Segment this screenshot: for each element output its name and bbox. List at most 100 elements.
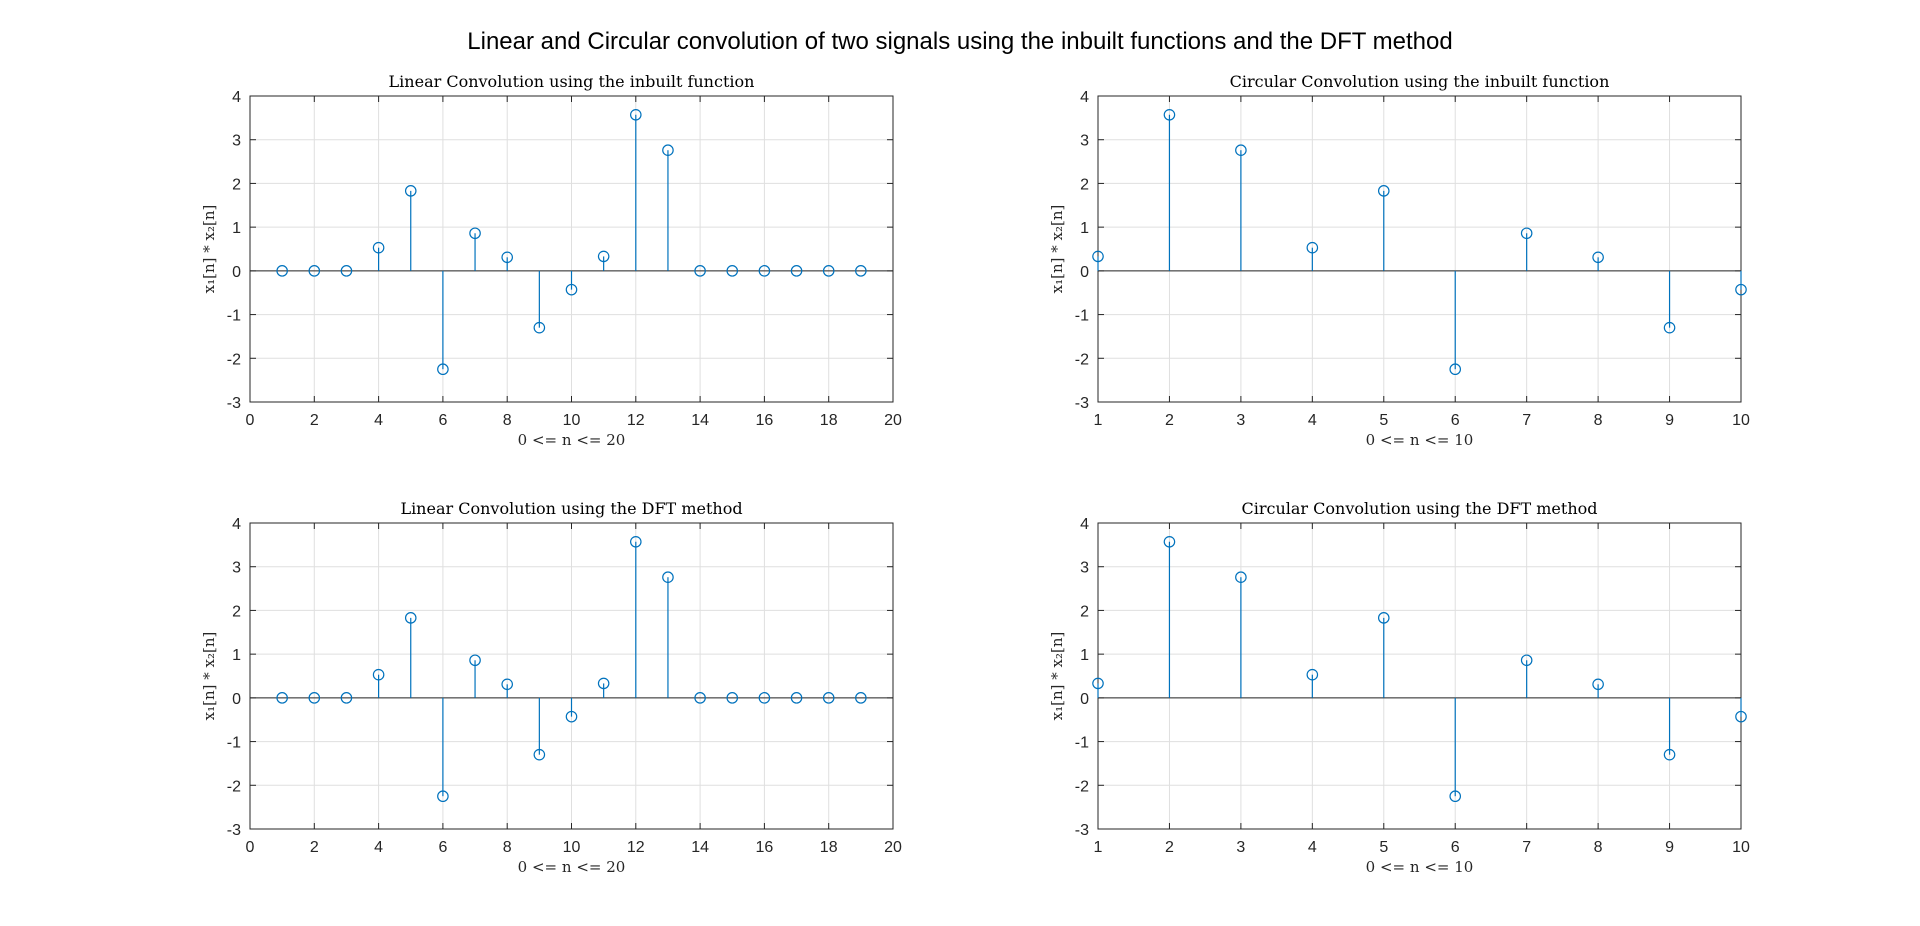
y-tick-label: 3: [1080, 133, 1089, 150]
y-tick-label: -1: [1075, 308, 1089, 325]
figure-title: Linear and Circular convolution of two s…: [467, 28, 1453, 55]
stem-marker: [404, 612, 417, 624]
stem-marker: [501, 251, 513, 264]
y-tick-label: -1: [227, 308, 241, 325]
x-tick-label: 7: [1522, 839, 1531, 856]
x-tick-label: 18: [820, 412, 838, 429]
stem-marker: [597, 677, 610, 690]
x-tick-label: 12: [627, 839, 645, 856]
axes-box: [1097, 522, 1742, 830]
y-tick-label: 1: [1080, 647, 1089, 664]
stem-marker: [662, 144, 674, 157]
x-tick-label: 2: [310, 412, 319, 429]
x-tick-label: 16: [756, 412, 774, 429]
stem-marker: [1449, 790, 1462, 803]
x-tick-label: 20: [884, 839, 902, 856]
x-tick-label: 1: [1094, 412, 1103, 429]
stem-marker: [1663, 748, 1676, 761]
stem-marker: [855, 692, 867, 704]
plot-area: [1098, 523, 1741, 829]
x-tick-label: 0: [246, 839, 255, 856]
y-tick-label: -1: [227, 735, 241, 752]
stem-marker: [404, 185, 417, 197]
y-axis-label: x₁[n] * x₂[n]: [1048, 632, 1066, 721]
stem-marker: [1163, 108, 1176, 121]
y-tick-label: 3: [232, 133, 241, 150]
y-tick-label: 0: [1080, 264, 1089, 281]
stem-marker: [340, 692, 353, 704]
stem-marker: [629, 108, 642, 121]
stem-marker: [790, 692, 803, 704]
x-tick-label: 2: [1165, 839, 1174, 856]
x-tick-label: 9: [1665, 839, 1674, 856]
x-tick-label: 8: [1594, 412, 1603, 429]
stem-marker: [1449, 363, 1462, 376]
stem-marker: [276, 265, 288, 277]
stem-marker: [758, 692, 771, 704]
stem-marker: [822, 265, 835, 277]
stem-marker: [1663, 321, 1676, 334]
x-tick-label: 7: [1522, 412, 1531, 429]
stem-marker: [1377, 185, 1390, 197]
x-tick-label: 3: [1236, 412, 1245, 429]
stem-marker: [1092, 250, 1104, 263]
x-tick-label: 6: [1451, 412, 1460, 429]
stem-marker: [340, 265, 353, 277]
stem-marker: [1235, 144, 1247, 157]
subplot-4: 1 2 3 4 5 6 7 8 9 10 -3 -2 -1 0 1 2 3 4 Circular Convoluti…: [1048, 499, 1750, 876]
y-tick-label: 1: [232, 220, 241, 237]
y-tick-label: 2: [1080, 603, 1089, 620]
stem-marker: [597, 250, 610, 263]
x-tick-label: 1: [1094, 839, 1103, 856]
y-axis-label: x₁[n] * x₂[n]: [200, 632, 218, 721]
y-tick-label: 3: [1080, 560, 1089, 577]
x-tick-label: 2: [310, 839, 319, 856]
stem-marker: [437, 790, 449, 803]
y-tick-label: -2: [1075, 778, 1089, 795]
stem-marker: [855, 265, 867, 277]
stem-marker: [1735, 710, 1747, 723]
stem-marker: [276, 692, 288, 704]
x-tick-label: 2: [1165, 412, 1174, 429]
plot-area: [1098, 96, 1741, 402]
x-tick-label: 16: [756, 839, 774, 856]
y-tick-label: 4: [232, 516, 241, 533]
x-tick-label: 3: [1236, 839, 1245, 856]
stem-marker: [565, 710, 578, 723]
stem-marker: [437, 363, 449, 376]
stem-marker: [1520, 227, 1533, 240]
subplot-title: Circular Convolution using the inbuilt f…: [1230, 72, 1610, 91]
stem-marker: [822, 692, 835, 704]
stem-marker: [372, 668, 385, 681]
y-tick-label: 0: [232, 264, 241, 281]
stem-marker: [1235, 571, 1247, 584]
stem-marker: [565, 283, 578, 296]
stem-marker: [1306, 241, 1319, 254]
y-tick-label: -2: [1075, 351, 1089, 368]
x-tick-label: 9: [1665, 412, 1674, 429]
y-axis-label: x₁[n] * x₂[n]: [200, 205, 218, 294]
x-tick-label: 0: [246, 412, 255, 429]
x-tick-label: 6: [1451, 839, 1460, 856]
stem-marker: [308, 265, 321, 277]
subplot-title: Linear Convolution using the DFT method: [400, 499, 742, 518]
stem-marker: [372, 241, 385, 254]
stem-marker: [1377, 612, 1390, 624]
x-tick-label: 20: [884, 412, 902, 429]
y-tick-label: -3: [227, 395, 241, 412]
y-tick-label: 2: [232, 176, 241, 193]
y-tick-label: 4: [1080, 516, 1089, 533]
stem-marker: [694, 265, 706, 277]
x-tick-label: 4: [1308, 412, 1317, 429]
stem-marker: [1306, 668, 1319, 681]
stem-marker: [1592, 678, 1604, 691]
x-axis-label: 0 <= n <= 10: [1366, 858, 1474, 876]
x-tick-label: 8: [1594, 839, 1603, 856]
y-tick-label: 0: [232, 691, 241, 708]
stem-marker: [726, 265, 739, 277]
stem-marker: [1592, 251, 1604, 264]
y-tick-label: 1: [1080, 220, 1089, 237]
x-tick-label: 4: [374, 412, 383, 429]
x-tick-label: 8: [503, 839, 512, 856]
